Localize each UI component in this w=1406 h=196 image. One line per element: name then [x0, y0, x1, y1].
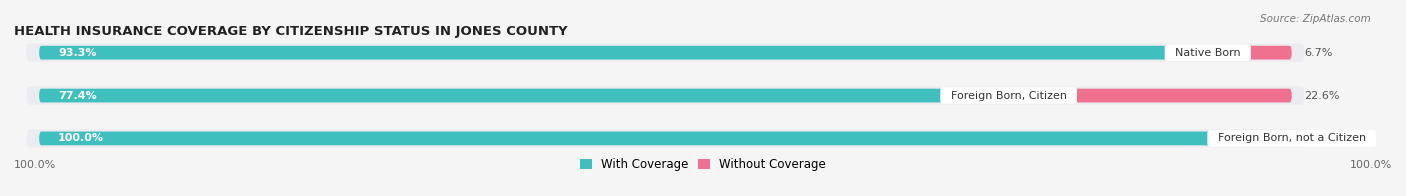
FancyBboxPatch shape [39, 46, 1292, 60]
FancyBboxPatch shape [27, 129, 1305, 147]
Text: 77.4%: 77.4% [58, 91, 97, 101]
FancyBboxPatch shape [39, 46, 1208, 60]
Text: Source: ZipAtlas.com: Source: ZipAtlas.com [1260, 14, 1371, 24]
Legend: With Coverage, Without Coverage: With Coverage, Without Coverage [579, 158, 827, 171]
Text: 100.0%: 100.0% [58, 133, 104, 143]
Text: 100.0%: 100.0% [1350, 160, 1392, 170]
Text: 93.3%: 93.3% [58, 48, 97, 58]
FancyBboxPatch shape [39, 132, 1292, 145]
Text: Native Born: Native Born [1168, 48, 1247, 58]
FancyBboxPatch shape [1008, 89, 1292, 102]
FancyBboxPatch shape [27, 44, 1305, 62]
FancyBboxPatch shape [27, 87, 1305, 104]
FancyBboxPatch shape [39, 132, 1292, 145]
Text: 100.0%: 100.0% [14, 160, 56, 170]
FancyBboxPatch shape [39, 89, 1008, 102]
FancyBboxPatch shape [1254, 132, 1292, 145]
Text: HEALTH INSURANCE COVERAGE BY CITIZENSHIP STATUS IN JONES COUNTY: HEALTH INSURANCE COVERAGE BY CITIZENSHIP… [14, 25, 568, 38]
Text: Foreign Born, not a Citizen: Foreign Born, not a Citizen [1211, 133, 1372, 143]
Text: 0.0%: 0.0% [1305, 133, 1333, 143]
Text: Foreign Born, Citizen: Foreign Born, Citizen [943, 91, 1074, 101]
Text: 22.6%: 22.6% [1305, 91, 1340, 101]
FancyBboxPatch shape [1208, 46, 1292, 60]
Text: 6.7%: 6.7% [1305, 48, 1333, 58]
FancyBboxPatch shape [39, 89, 1292, 102]
